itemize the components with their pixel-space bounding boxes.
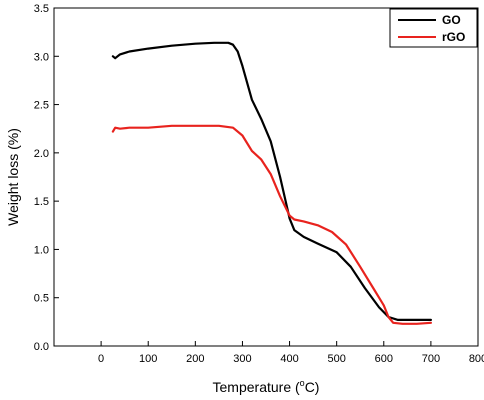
y-tick-label: 3.5 (34, 3, 49, 15)
x-tick-label: 500 (327, 353, 345, 365)
x-tick-label: 700 (422, 353, 440, 365)
x-axis-title-main: Temperature ( (213, 379, 300, 395)
y-tick-label: 1.0 (34, 244, 49, 256)
x-tick-label: 100 (139, 353, 157, 365)
x-axis-title-sup: o (300, 378, 305, 388)
legend: GO rGO (389, 8, 478, 48)
series-line-rgo (111, 124, 432, 325)
y-tick-label: 2.5 (34, 100, 49, 112)
y-tick-label: 3.0 (34, 51, 49, 63)
series-layer (111, 41, 432, 325)
y-tick-label: 2.0 (34, 148, 49, 160)
x-axis-title: Temperature (oC) (213, 378, 320, 395)
x-tick-label: 0 (98, 353, 104, 365)
x-axis-title-unit: C) (305, 379, 320, 395)
x-tick-label: 600 (375, 353, 393, 365)
y-axis-title: Weight loss (%) (5, 128, 21, 226)
x-tick-label: 800 (469, 353, 484, 365)
y-axis: 0.0 0.5 1.0 1.5 2.0 2.5 3.0 3.5 (34, 3, 59, 353)
y-tick-label: 0.0 (34, 341, 49, 353)
x-axis: 0 100 200 300 400 500 600 700 800 (98, 341, 484, 365)
legend-label-rgo: rGO (442, 30, 465, 44)
x-tick-label: 200 (186, 353, 204, 365)
x-tick-label: 300 (233, 353, 251, 365)
legend-box (389, 8, 478, 48)
y-tick-label: 0.5 (34, 293, 49, 305)
series-line-go (111, 41, 432, 321)
plot-frame (53, 7, 479, 347)
legend-label-go: GO (442, 13, 461, 27)
x-tick-label: 400 (280, 353, 298, 365)
y-tick-label: 1.5 (34, 196, 49, 208)
